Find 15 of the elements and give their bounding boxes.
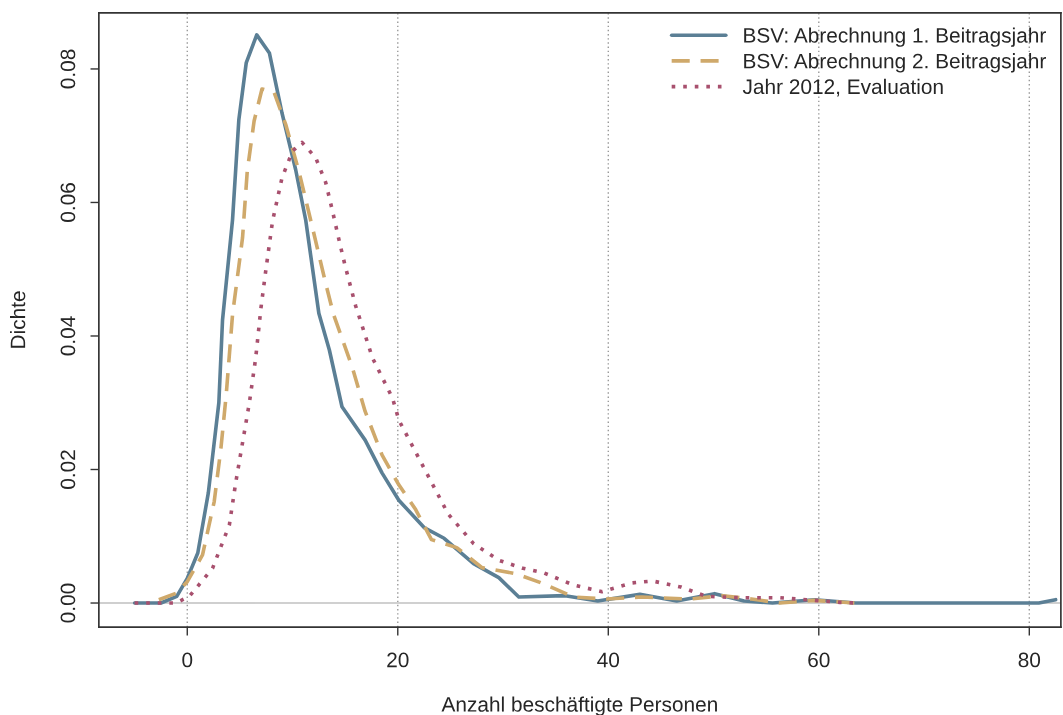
x-tick-label: 20 [387,652,409,668]
legend-label: BSV: Abrechnung 1. Beitragsjahr [744,27,1046,47]
y-axis-title: Dichte [10,291,26,348]
x-tick-label: 60 [808,652,830,668]
y-tick-label: 0.06 [60,183,76,222]
y-tick-label: 0.04 [60,316,76,356]
x-tick-label: 40 [597,652,620,668]
x-tick-label: 0 [182,652,193,668]
legend-label: Jahr 2012, Evaluation [742,78,943,97]
y-tick-label: 0.08 [60,49,76,89]
x-tick-label: 80 [1018,652,1041,668]
legend-label: BSV: Abrechnung 2. Beitragsjahr [744,53,1046,73]
y-tick-label: 0.02 [60,450,76,489]
x-axis-title: Anzahl beschäftigte Personen [441,696,717,715]
y-tick-label: 0.00 [60,583,76,623]
